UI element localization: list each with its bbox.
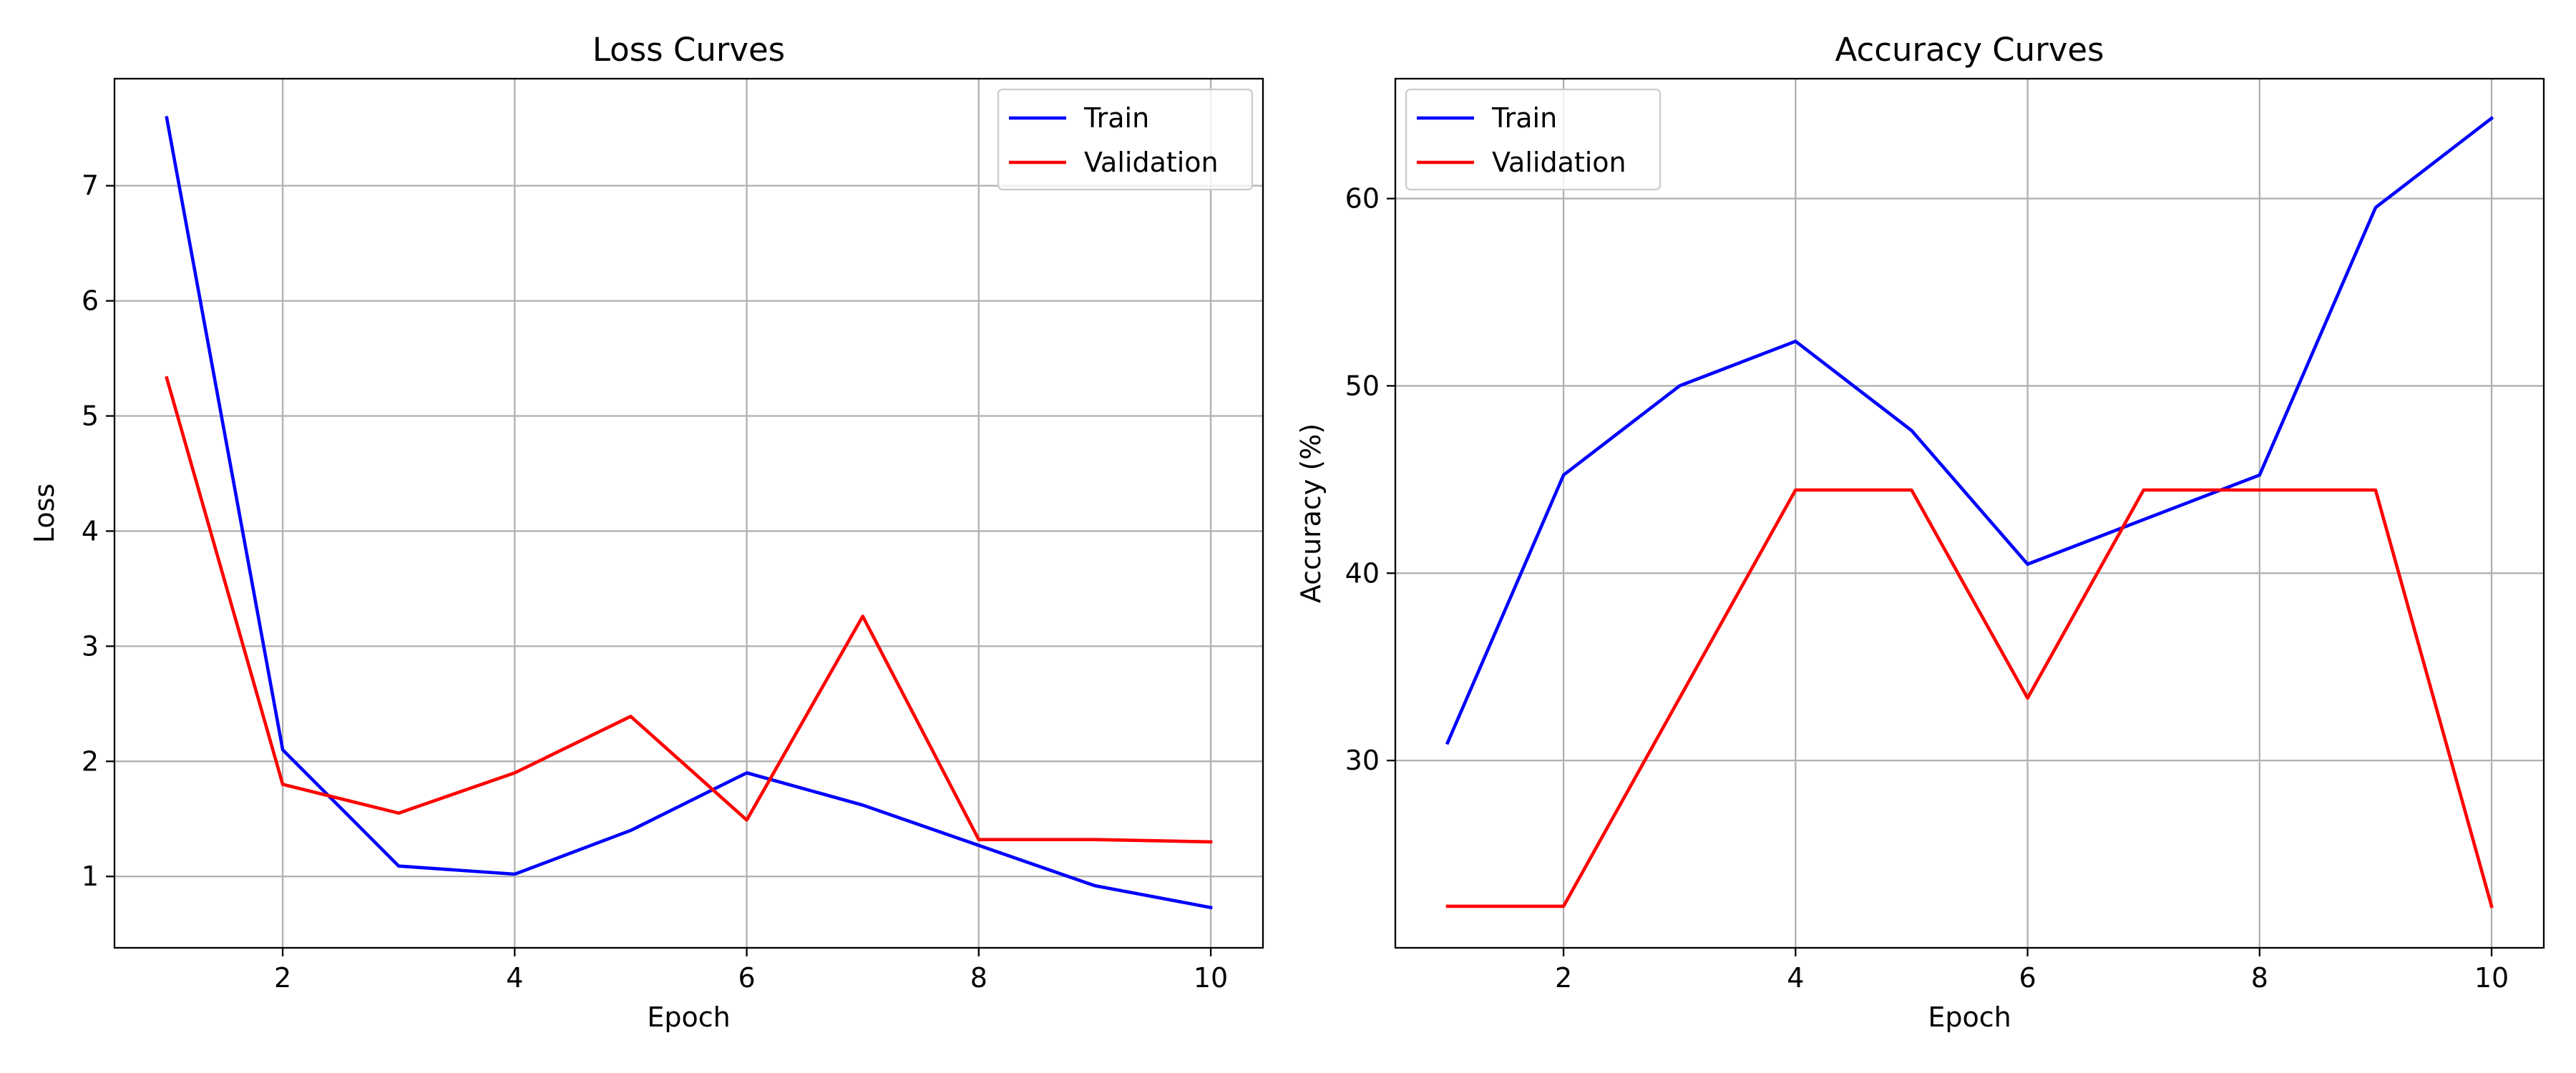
legend-label-validation: Validation — [1084, 147, 1219, 178]
legend-box — [997, 88, 1254, 191]
y-tick-label: 60 — [1345, 183, 1380, 215]
y-tick-label: 3 — [82, 630, 99, 662]
y-tick-label: 1 — [82, 861, 99, 892]
x-tick-label: 8 — [2251, 962, 2268, 994]
series-line-validation — [1445, 488, 2494, 908]
y-tick-label: 6 — [82, 285, 99, 317]
x-tick-label: 10 — [2474, 962, 2509, 994]
x-tick-label: 10 — [1194, 962, 1228, 994]
legend-label-train: Train — [1491, 102, 1557, 134]
series-line-validation — [165, 376, 1213, 844]
plot-frame — [1394, 77, 2545, 949]
y-tick-label: 4 — [82, 515, 99, 547]
y-axis-label: Loss — [29, 484, 60, 543]
x-tick-label: 2 — [1555, 962, 1572, 994]
y-tick-label: 50 — [1345, 370, 1380, 401]
y-tick-label: 2 — [82, 745, 99, 777]
y-tick-label: 40 — [1345, 557, 1380, 589]
legend-label-validation: Validation — [1492, 147, 1626, 178]
y-tick-label: 30 — [1345, 745, 1380, 776]
x-tick-label: 8 — [970, 962, 987, 994]
legend: Train Validation — [1405, 88, 1662, 191]
chart-title: Accuracy Curves — [1835, 31, 2104, 69]
x-axis-label: Epoch — [1928, 1001, 2011, 1033]
legend-box — [1405, 88, 1662, 191]
y-axis-label: Accuracy (%) — [1295, 423, 1327, 603]
y-tick-label: 7 — [82, 170, 99, 202]
chart-title: Loss Curves — [592, 31, 785, 69]
x-tick-label: 4 — [1787, 962, 1804, 994]
y-tick-label: 5 — [82, 401, 99, 432]
x-tick-label: 2 — [274, 962, 291, 994]
x-tick-label: 6 — [2019, 962, 2036, 994]
x-tick-label: 4 — [506, 962, 523, 994]
series-line-train — [1445, 116, 2494, 745]
legend: Train Validation — [997, 88, 1254, 191]
plot-frame — [113, 77, 1264, 949]
legend-label-train: Train — [1083, 102, 1149, 134]
x-tick-label: 6 — [738, 962, 755, 994]
x-axis-label: Epoch — [647, 1001, 730, 1033]
series-line-train — [165, 116, 1213, 910]
chart-panel-1: 2 4 6 8 10 30 40 50 60 Accuracy Curves Epoch Accura… — [1295, 31, 2545, 1033]
